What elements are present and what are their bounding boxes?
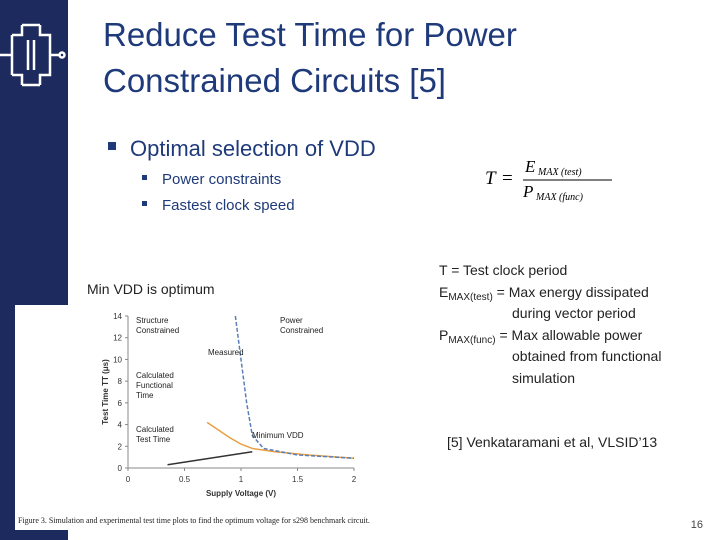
formula-text: P (522, 182, 533, 201)
y-tick-label: 10 (113, 355, 122, 364)
def: = Max energy dissipated (493, 284, 649, 300)
note: Min VDD is optimum (87, 281, 215, 297)
sub: MAX(func) (448, 335, 495, 346)
definition: EMAX(test) = Max energy dissipated (439, 284, 649, 303)
sym: E (439, 284, 448, 300)
y-tick-label: 8 (118, 377, 123, 386)
sub-bullet: Fastest clock speed (162, 197, 295, 214)
annotation: Power (280, 316, 303, 325)
formula-text: MAX (func) (535, 192, 584, 203)
formula-text: T (485, 168, 497, 189)
series-line (234, 315, 355, 459)
def: = Max allowable power (496, 327, 643, 343)
annotation: Time (136, 391, 154, 400)
figure-bg (15, 305, 440, 530)
y-tick-label: 2 (118, 442, 123, 451)
y-tick-label: 4 (118, 421, 123, 430)
annotation: Functional (136, 381, 173, 390)
annotation: Calculated (136, 371, 174, 380)
series-line (167, 450, 253, 466)
definition: PMAX(func) = Max allowable power (439, 327, 643, 346)
definition: obtained from functional (512, 348, 661, 364)
formula-text: = (502, 168, 513, 189)
x-tick-label: 1.5 (292, 475, 304, 484)
x-tick-label: 1 (239, 475, 244, 484)
sym: P (439, 327, 448, 343)
definition: T = Test clock period (439, 262, 567, 278)
annotation: Calculated (136, 425, 174, 434)
citation: [5] Venkataramani et al, VLSID’13 (447, 434, 657, 450)
page-number: 16 (691, 519, 703, 531)
y-tick-label: 0 (118, 464, 123, 473)
bullet-icon (142, 201, 147, 206)
x-tick-label: 0.5 (179, 475, 191, 484)
definitions: T = Test clock period EMAX(test) = Max e… (439, 262, 661, 386)
definition: simulation (512, 370, 575, 386)
annotation: Structure (136, 316, 169, 325)
annotation: Constrained (136, 326, 179, 335)
bullet-icon (142, 175, 147, 180)
annotation: Measured (208, 348, 244, 357)
sub: MAX(test) (448, 292, 492, 303)
x-tick-label: 2 (352, 475, 357, 484)
y-tick-label: 12 (113, 334, 122, 343)
logo (0, 23, 66, 87)
annotation: Constrained (280, 326, 323, 335)
bullet: Optimal selection of VDD (130, 136, 376, 161)
x-tick-label: 0 (126, 475, 131, 484)
bullet-icon (108, 142, 116, 150)
formula-text: E (524, 157, 536, 176)
caption: Figure 3. Simulation and experimental te… (18, 516, 370, 525)
series-line (206, 421, 355, 459)
definition: during vector period (512, 305, 636, 321)
y-tick-label: 6 (118, 399, 123, 408)
sub-bullet: Power constraints (162, 171, 281, 188)
formula: T = E MAX (test) P MAX (func) (485, 157, 612, 203)
title-line: Reduce Test Time for Power (103, 16, 517, 53)
y-tick-label: 14 (113, 312, 122, 321)
x-axis-label: Supply Voltage (V) (206, 489, 276, 498)
formula-text: MAX (test) (537, 167, 582, 178)
y-axis-label: Test Time TT (μs) (101, 359, 110, 425)
annotation: Test Time (136, 435, 171, 444)
title-line: Constrained Circuits [5] (103, 62, 446, 99)
annotation: Minimum VDD (252, 431, 304, 440)
